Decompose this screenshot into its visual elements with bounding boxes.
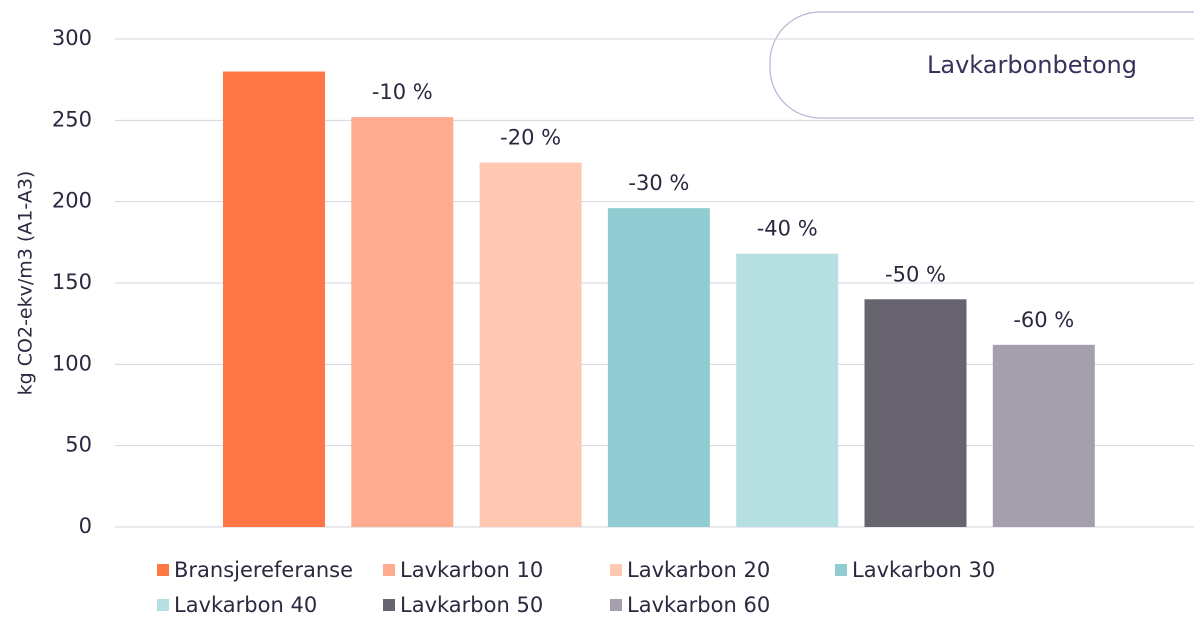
legend-label: Lavkarbon 30 xyxy=(852,558,995,582)
bar xyxy=(992,344,1095,527)
bar xyxy=(864,299,967,527)
legend-label: Lavkarbon 40 xyxy=(174,593,317,617)
legend-label: Lavkarbon 20 xyxy=(627,558,770,582)
bar-annotation: -60 % xyxy=(1013,308,1074,332)
legend-swatch xyxy=(383,599,395,611)
chart-title: Lavkarbonbetong xyxy=(927,51,1137,79)
bar-annotation: -10 % xyxy=(372,80,433,104)
legend-label: Lavkarbon 10 xyxy=(400,558,543,582)
legend-swatch xyxy=(157,599,169,611)
bar xyxy=(351,117,454,527)
bar-annotation: -20 % xyxy=(500,126,561,150)
legend-swatch xyxy=(383,564,395,576)
y-tick-label: 250 xyxy=(52,107,92,131)
bar-annotation: -30 % xyxy=(628,171,689,195)
bar xyxy=(736,253,839,527)
bar-annotation: -40 % xyxy=(757,217,818,241)
legend-label: Bransjereferanse xyxy=(174,558,353,582)
y-tick-label: 200 xyxy=(52,189,92,213)
legend-label: Lavkarbon 50 xyxy=(400,593,543,617)
y-tick-label: 300 xyxy=(52,26,92,50)
legend-label: Lavkarbon 60 xyxy=(627,593,770,617)
legend-swatch xyxy=(157,564,169,576)
legend-swatch xyxy=(610,564,622,576)
y-tick-label: 100 xyxy=(52,351,92,375)
y-tick-label: 0 xyxy=(79,514,92,538)
legend-swatch xyxy=(835,564,847,576)
bar xyxy=(479,162,582,528)
y-tick-label: 50 xyxy=(65,433,92,457)
legend-swatch xyxy=(610,599,622,611)
bar xyxy=(607,208,710,527)
bar-annotation: -50 % xyxy=(885,262,946,286)
y-axis-label: kg CO2-ekv/m3 (A1-A3) xyxy=(15,171,37,396)
bar xyxy=(223,71,325,528)
y-tick-label: 150 xyxy=(52,270,92,294)
